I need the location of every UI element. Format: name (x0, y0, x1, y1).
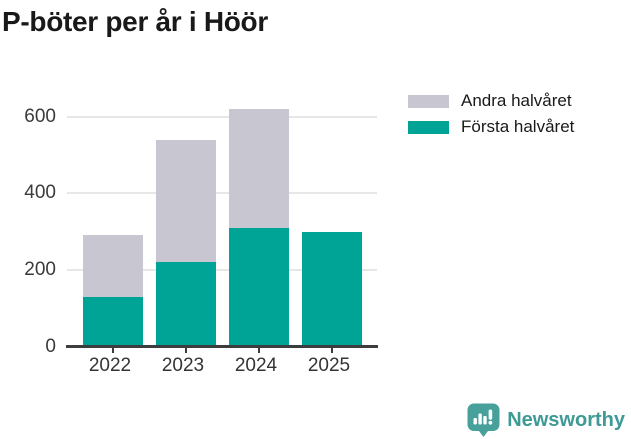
chart-title: P-böter per år i Höör (2, 6, 268, 37)
x-axis-tick (258, 347, 260, 353)
bar-segment-f-rsta-halv-ret (83, 296, 143, 347)
legend-label: Första halvåret (461, 117, 575, 136)
y-axis-tick-label: 400 (24, 182, 56, 204)
legend: Andra halvåret Första halvåret (408, 91, 574, 143)
bar-segment-andra-halv-ret (229, 108, 289, 228)
x-axis-tick-label: 2025 (307, 355, 351, 376)
bar-segment-f-rsta-halv-ret (156, 262, 216, 347)
legend-label: Andra halvåret (461, 91, 572, 110)
x-axis-tick-label: 2022 (88, 355, 132, 376)
newsworthy-logo-icon (467, 403, 500, 437)
gridline (67, 192, 377, 195)
y-axis-tick-label: 600 (24, 105, 56, 127)
gridline (67, 268, 377, 271)
legend-item: Första halvåret (408, 117, 574, 137)
x-axis-line (66, 345, 378, 348)
y-axis-tick-label: 200 (24, 258, 56, 280)
x-axis-tick-label: 2024 (234, 355, 278, 376)
bar-segment-andra-halv-ret (156, 139, 216, 263)
bar-segment-andra-halv-ret (83, 235, 143, 297)
brand-footer: Newsworthy (467, 403, 625, 437)
legend-item: Andra halvåret (408, 91, 574, 111)
bar-segment-f-rsta-halv-ret (229, 227, 289, 347)
bar-segment-f-rsta-halv-ret (302, 231, 362, 347)
x-axis-tick (331, 347, 333, 353)
legend-swatch (408, 120, 449, 134)
legend-swatch (408, 94, 449, 108)
gridline (67, 115, 377, 118)
x-axis-tick (185, 347, 187, 353)
brand-name: Newsworthy (507, 408, 625, 431)
y-axis-tick-label: 0 (45, 335, 56, 357)
x-axis-tick (112, 347, 114, 353)
x-axis-tick-label: 2023 (161, 355, 205, 376)
